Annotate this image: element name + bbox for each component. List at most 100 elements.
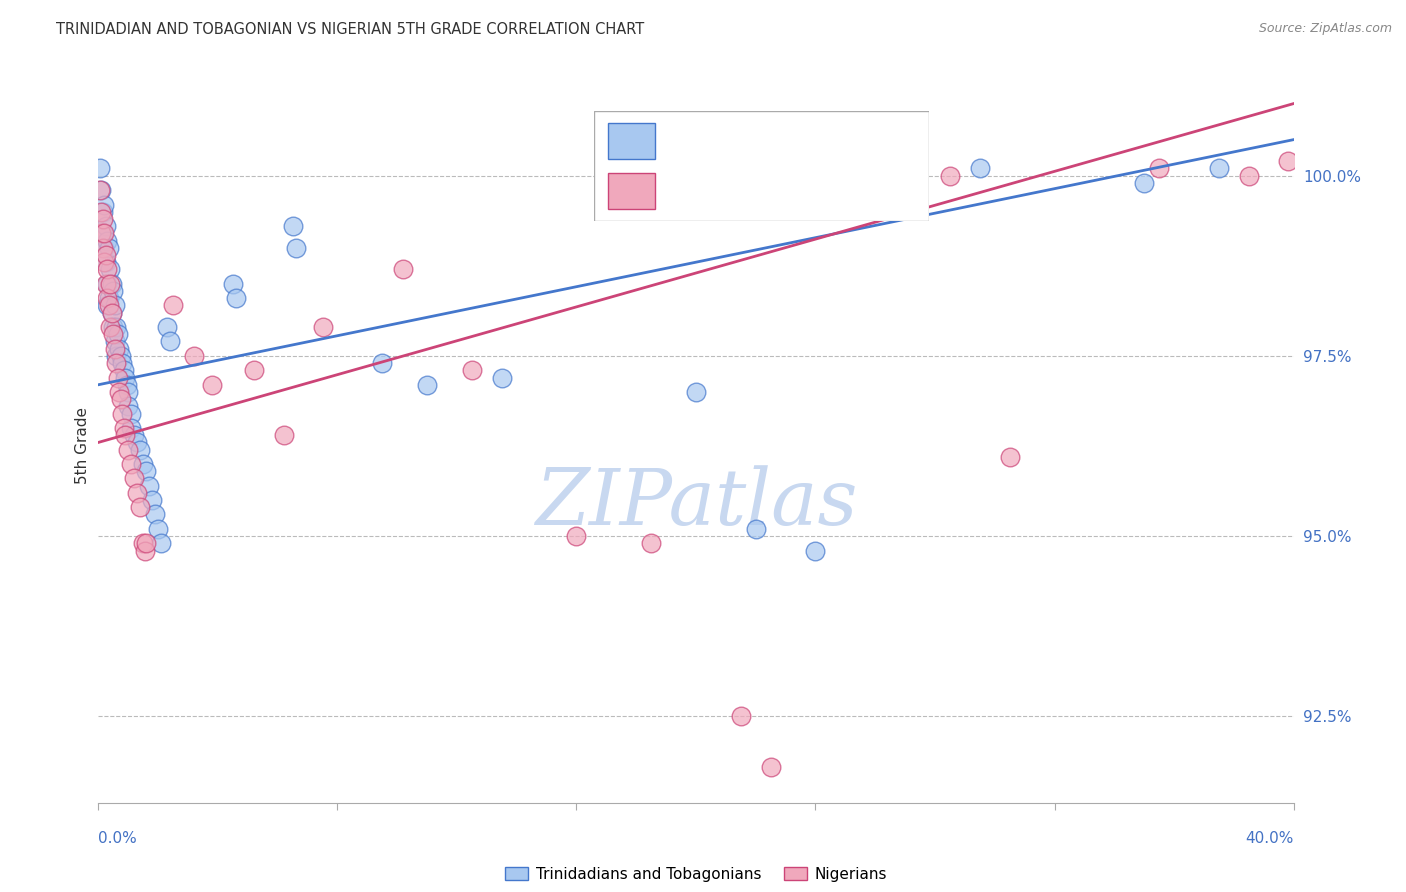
Point: [730, 709, 752, 723]
Point: [104, 342, 127, 356]
Point: [94, 248, 117, 262]
Point: [1208, 161, 1230, 176]
Point: [132, 457, 155, 471]
Text: N = 58: N = 58: [806, 183, 862, 198]
Point: [127, 435, 149, 450]
Point: [311, 320, 333, 334]
Point: [640, 536, 662, 550]
Point: [103, 327, 125, 342]
Point: [134, 543, 156, 558]
Point: [115, 377, 138, 392]
Point: [110, 349, 132, 363]
Point: [91, 204, 114, 219]
Point: [108, 384, 131, 399]
Point: [117, 384, 139, 399]
Point: [101, 306, 124, 320]
Point: [105, 349, 128, 363]
Point: [1133, 176, 1156, 190]
Text: 40.0%: 40.0%: [1246, 831, 1294, 847]
Text: TRINIDADIAN AND TOBAGONIAN VS NIGERIAN 5TH GRADE CORRELATION CHART: TRINIDADIAN AND TOBAGONIAN VS NIGERIAN 5…: [56, 22, 644, 37]
Point: [105, 356, 128, 370]
Point: [273, 428, 295, 442]
Point: [97, 291, 120, 305]
Point: [89, 161, 111, 176]
Point: [117, 400, 139, 414]
Point: [97, 241, 120, 255]
Point: [114, 370, 136, 384]
Text: R = 0.529: R = 0.529: [668, 183, 751, 198]
Point: [90, 183, 112, 197]
Point: [565, 529, 588, 543]
Point: [1277, 154, 1299, 169]
Legend: Trinidadians and Tobagonians, Nigerians: Trinidadians and Tobagonians, Nigerians: [499, 861, 893, 888]
Point: [117, 442, 139, 457]
Text: Source: ZipAtlas.com: Source: ZipAtlas.com: [1258, 22, 1392, 36]
Point: [101, 277, 124, 291]
Point: [93, 241, 115, 255]
Point: [461, 363, 484, 377]
Point: [243, 363, 266, 377]
Point: [96, 262, 118, 277]
Point: [110, 392, 132, 406]
Point: [94, 255, 117, 269]
Point: [135, 464, 157, 478]
Text: 0.0%: 0.0%: [98, 831, 138, 847]
Point: [183, 349, 205, 363]
Point: [105, 320, 128, 334]
Point: [969, 161, 991, 176]
Point: [90, 204, 112, 219]
Point: [108, 342, 131, 356]
Text: R = 0.394: R = 0.394: [668, 134, 751, 149]
Point: [849, 183, 872, 197]
Point: [156, 320, 179, 334]
Point: [93, 227, 115, 241]
Point: [112, 363, 135, 377]
Point: [93, 255, 115, 269]
Point: [111, 407, 134, 421]
Point: [162, 298, 184, 312]
FancyBboxPatch shape: [607, 123, 655, 160]
Point: [124, 428, 146, 442]
Point: [100, 320, 122, 334]
Point: [998, 450, 1021, 464]
Point: [96, 234, 118, 248]
Point: [96, 291, 118, 305]
Point: [129, 500, 152, 515]
Point: [120, 457, 142, 471]
Point: [491, 370, 513, 384]
FancyBboxPatch shape: [595, 111, 929, 221]
Point: [103, 320, 125, 334]
Point: [96, 277, 118, 291]
Point: [939, 169, 962, 183]
Point: [148, 522, 170, 536]
Point: [804, 543, 827, 558]
Point: [127, 486, 149, 500]
Point: [91, 211, 114, 226]
Point: [96, 298, 118, 312]
FancyBboxPatch shape: [607, 172, 655, 209]
Point: [225, 291, 247, 305]
Point: [104, 298, 127, 312]
Point: [120, 407, 142, 421]
Point: [745, 522, 768, 536]
Point: [107, 370, 129, 384]
Point: [371, 356, 394, 370]
Point: [100, 277, 122, 291]
Point: [1237, 169, 1260, 183]
Text: ZIPatlas: ZIPatlas: [534, 465, 858, 541]
Point: [90, 227, 112, 241]
Point: [93, 197, 115, 211]
Point: [135, 536, 157, 550]
Point: [159, 334, 181, 349]
Point: [281, 219, 304, 234]
Point: [112, 421, 135, 435]
Point: [104, 334, 127, 349]
Point: [129, 442, 152, 457]
Point: [103, 284, 125, 298]
Point: [97, 298, 120, 312]
Point: [94, 277, 117, 291]
Text: N = 59: N = 59: [806, 134, 862, 149]
Point: [150, 536, 173, 550]
Point: [114, 428, 136, 442]
Point: [132, 536, 155, 550]
